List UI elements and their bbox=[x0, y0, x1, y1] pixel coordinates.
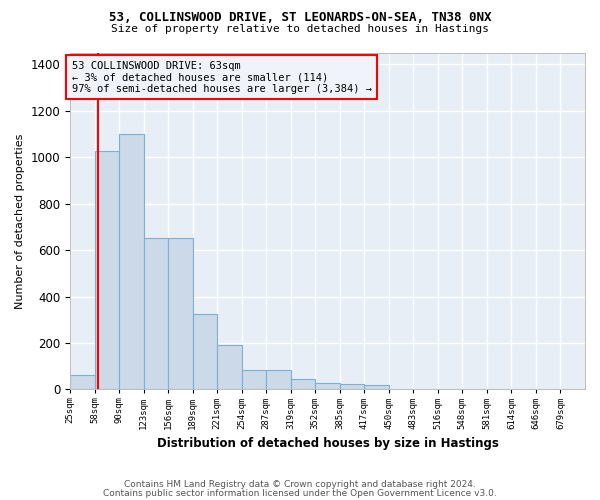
Text: Size of property relative to detached houses in Hastings: Size of property relative to detached ho… bbox=[111, 24, 489, 34]
Bar bbox=[291, 379, 315, 390]
Bar bbox=[193, 314, 217, 390]
Bar bbox=[95, 152, 119, 390]
X-axis label: Distribution of detached houses by size in Hastings: Distribution of detached houses by size … bbox=[157, 437, 499, 450]
Bar bbox=[143, 238, 168, 390]
Bar bbox=[266, 370, 291, 390]
Bar bbox=[70, 375, 95, 390]
Y-axis label: Number of detached properties: Number of detached properties bbox=[15, 134, 25, 308]
Bar bbox=[364, 385, 389, 390]
Bar bbox=[242, 370, 266, 390]
Text: 53, COLLINSWOOD DRIVE, ST LEONARDS-ON-SEA, TN38 0NX: 53, COLLINSWOOD DRIVE, ST LEONARDS-ON-SE… bbox=[109, 11, 491, 24]
Bar bbox=[315, 382, 340, 390]
Bar bbox=[119, 134, 143, 390]
Text: 53 COLLINSWOOD DRIVE: 63sqm
← 3% of detached houses are smaller (114)
97% of sem: 53 COLLINSWOOD DRIVE: 63sqm ← 3% of deta… bbox=[71, 60, 371, 94]
Text: Contains public sector information licensed under the Open Government Licence v3: Contains public sector information licen… bbox=[103, 489, 497, 498]
Bar bbox=[168, 238, 193, 390]
Bar bbox=[340, 384, 364, 390]
Bar bbox=[217, 346, 242, 390]
Text: Contains HM Land Registry data © Crown copyright and database right 2024.: Contains HM Land Registry data © Crown c… bbox=[124, 480, 476, 489]
